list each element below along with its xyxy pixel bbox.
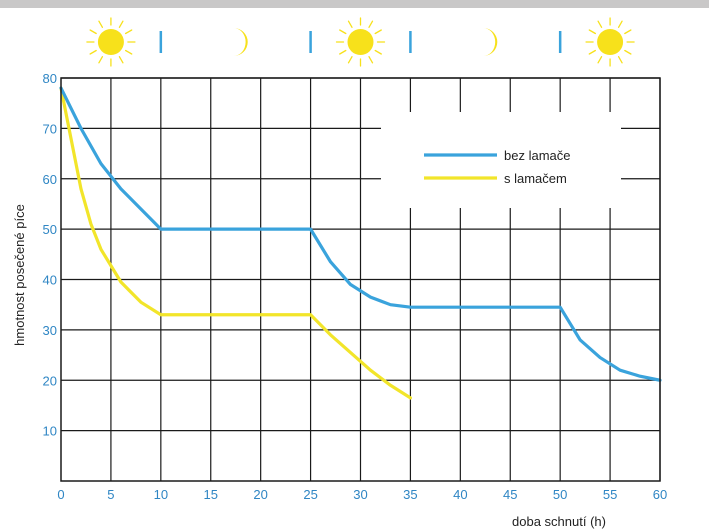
plot-frame <box>60 77 661 482</box>
series-lines <box>59 86 662 400</box>
sun-icon <box>86 17 136 67</box>
y-tick-label: 40 <box>43 273 57 288</box>
x-tick-label: 0 <box>57 487 64 502</box>
y-tick-label: 70 <box>43 121 57 136</box>
x-tick-label: 25 <box>303 487 317 502</box>
x-tick-label: 30 <box>353 487 367 502</box>
moon-icon <box>233 28 248 56</box>
x-tick-label: 55 <box>603 487 617 502</box>
x-axis-label: doba schnutí (h) <box>512 514 606 529</box>
sun-icon <box>585 17 635 67</box>
series-line-bez-lamace <box>59 86 662 382</box>
x-tick-label: 15 <box>204 487 218 502</box>
legend-box <box>381 112 621 208</box>
y-tick-label: 60 <box>43 172 57 187</box>
y-tick-label: 20 <box>43 373 57 388</box>
y-tick-label: 80 <box>43 71 57 86</box>
series-line-s-lamacem <box>59 86 413 400</box>
x-tick-label: 45 <box>503 487 517 502</box>
day-night-strip <box>86 17 635 67</box>
y-tick-label: 30 <box>43 323 57 338</box>
x-tick-label: 40 <box>453 487 467 502</box>
sun-icon <box>335 17 386 67</box>
moon-icon <box>483 28 498 56</box>
tick-labels: 0 5 10 15 20 25 30 35 40 45 50 55 60 10 20 30 40 50 60 70 80 <box>43 71 668 502</box>
x-tick-label: 35 <box>403 487 417 502</box>
legend-label: s lamačem <box>504 171 567 186</box>
y-tick-label: 50 <box>43 222 57 237</box>
x-tick-label: 5 <box>107 487 114 502</box>
x-tick-label: 20 <box>253 487 267 502</box>
legend-label: bez lamače <box>504 148 570 163</box>
y-tick-label: 10 <box>43 424 57 439</box>
x-tick-label: 60 <box>653 487 667 502</box>
legend: bez lamače s lamačem <box>424 148 570 186</box>
x-tick-label: 10 <box>154 487 168 502</box>
x-tick-label: 50 <box>553 487 567 502</box>
top-bar <box>0 0 709 8</box>
y-axis-label: hmotnost posečené píce <box>12 204 27 346</box>
